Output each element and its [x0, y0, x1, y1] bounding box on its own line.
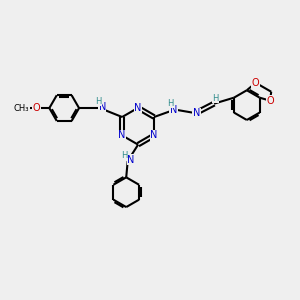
Text: O: O: [33, 103, 41, 113]
Text: N: N: [193, 108, 200, 118]
Text: N: N: [99, 103, 106, 112]
Text: N: N: [118, 130, 126, 140]
Text: H: H: [95, 97, 102, 106]
Text: O: O: [252, 78, 260, 88]
Text: H: H: [122, 151, 128, 160]
Text: O: O: [266, 96, 274, 106]
Text: H: H: [167, 98, 174, 107]
Text: H: H: [212, 94, 219, 103]
Text: N: N: [150, 130, 158, 140]
Text: N: N: [134, 103, 142, 113]
Text: N: N: [170, 105, 177, 115]
Text: CH₃: CH₃: [14, 103, 29, 112]
Text: N: N: [127, 154, 134, 164]
